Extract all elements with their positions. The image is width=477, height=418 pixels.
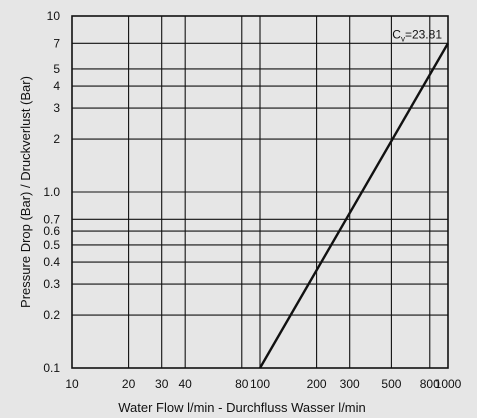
y-tick-label: 0.6 <box>43 224 60 238</box>
y-tick-label: 10 <box>47 9 61 23</box>
grid <box>72 16 448 368</box>
x-tick-label: 40 <box>179 377 193 391</box>
series-layer <box>258 42 450 369</box>
x-tick-label: 800 <box>420 377 440 391</box>
x-tick-label: 10 <box>65 377 79 391</box>
y-tick-label: 0.4 <box>43 255 60 269</box>
y-tick-label: 7 <box>53 36 60 50</box>
cv-annotation: Cv=23.81 <box>392 27 442 43</box>
x-axis-title: Water Flow l/min - Durchfluss Wasser l/m… <box>118 400 366 415</box>
x-tick-label: 300 <box>340 377 360 391</box>
y-tick-label: 4 <box>53 79 60 93</box>
x-tick-label: 200 <box>307 377 327 391</box>
x-tick-label: 30 <box>155 377 169 391</box>
y-tick-label: 2 <box>53 132 60 146</box>
x-tick-label: 1000 <box>435 377 462 391</box>
cv-annotation-main: C <box>392 27 401 41</box>
cv-annotation-rest: =23.81 <box>405 27 442 41</box>
y-tick-label: 0.5 <box>43 238 60 252</box>
x-tick-label: 100 <box>250 377 270 391</box>
y-tick-label: 3 <box>53 101 60 115</box>
x-tick-label: 20 <box>122 377 136 391</box>
y-tick-label: 0.7 <box>43 212 60 226</box>
y-tick-label: 0.1 <box>43 361 60 375</box>
y-axis-title: Pressure Drop (Bar) / Druckverlust (Bar) <box>18 76 33 308</box>
x-tick-label: 80 <box>235 377 249 391</box>
y-tick-label: 1.0 <box>43 185 60 199</box>
y-tick-label: 5 <box>53 62 60 76</box>
series-line-0 <box>258 42 450 369</box>
y-tick-label: 0.2 <box>43 308 60 322</box>
cv-annotation-sub: v <box>401 34 405 43</box>
y-tick-label: 0.3 <box>43 277 60 291</box>
x-tick-label: 500 <box>381 377 401 391</box>
